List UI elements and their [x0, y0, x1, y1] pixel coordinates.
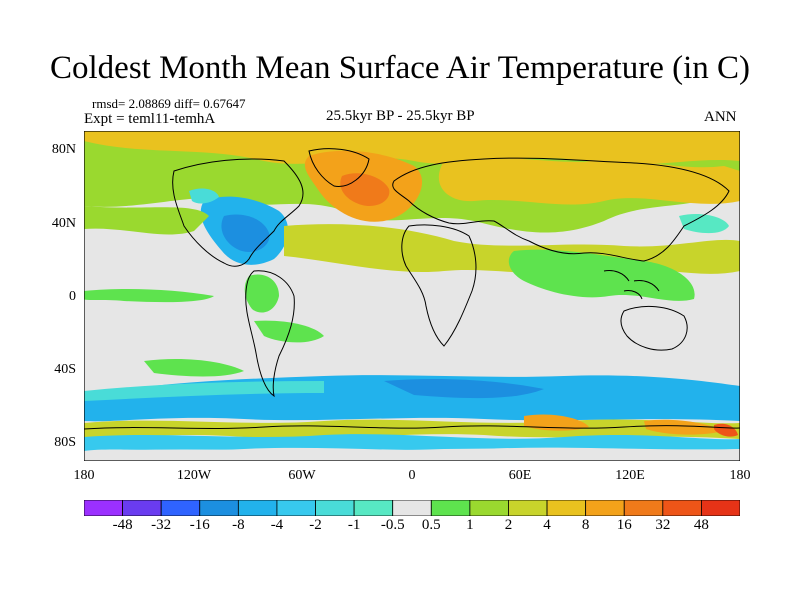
southern-ocean-mild-belt — [84, 381, 324, 401]
lat-label-40s: 40S — [54, 362, 76, 377]
colorbar-label-2: -16 — [189, 517, 210, 533]
season-label: ANN — [704, 109, 737, 125]
antarctic-hot-spot — [714, 423, 738, 437]
colorbar-label-5: -2 — [309, 517, 322, 533]
period-label: 25.5kyr BP - 25.5kyr BP — [326, 108, 475, 124]
lon-label-0: 0 — [408, 468, 416, 483]
southern-atlantic-patch — [144, 359, 244, 377]
north-america-cold-core — [221, 214, 270, 252]
temperature-map — [84, 131, 740, 461]
northern-midlat-belt — [84, 206, 209, 235]
antarctic-cold-band — [84, 434, 740, 451]
colorbar-box-16 — [701, 500, 740, 516]
lat-label-0: 0 — [69, 289, 76, 304]
coastline-africa — [401, 224, 477, 347]
colorbar-label-8: 0.5 — [421, 517, 441, 533]
southern-ocean-cold-core — [384, 378, 544, 399]
experiment-label: Expt = teml11-temhA — [84, 111, 216, 127]
north-america-mild-fringe — [189, 188, 219, 204]
colorbar-label-0: -48 — [112, 517, 133, 533]
lon-label-180w: 180 — [73, 468, 95, 483]
colorbar — [84, 500, 740, 516]
west-pacific-cold-patch — [679, 214, 729, 234]
lon-label-180e: 180 — [729, 468, 751, 483]
south-pacific-green-patch — [84, 288, 214, 303]
colorbar-label-3: -8 — [232, 517, 245, 533]
colorbar-box-12 — [546, 500, 587, 516]
coastline-antarctica — [84, 425, 740, 430]
colorbar-label-10: 2 — [504, 517, 513, 533]
antarctic-interior — [84, 448, 740, 461]
coastline-southeast-asia — [603, 270, 660, 300]
stats-text: rmsd= 2.08869 diff= 0.67647 — [92, 96, 246, 111]
colorbar-label-13: 16 — [616, 517, 632, 533]
south-america-green-patch — [244, 274, 279, 313]
colorbar-box-13 — [585, 500, 625, 516]
coastline-eurasia — [392, 157, 730, 262]
coastlines — [84, 148, 740, 430]
map-title: Coldest Month Mean Surface Air Temperatu… — [50, 50, 750, 86]
colorbar-box-9 — [430, 500, 471, 516]
colorbar-label-6: -1 — [347, 517, 361, 533]
colorbar-box-7 — [353, 500, 394, 516]
lon-label-60w: 60W — [288, 468, 316, 483]
coastline-greenland — [308, 148, 370, 187]
colorbar-label-1: -32 — [151, 517, 172, 533]
colorbar-label-11: 4 — [543, 517, 551, 533]
colorbar-box-5 — [276, 500, 316, 516]
colorbar-box-1 — [122, 500, 162, 516]
coastline-australia — [620, 306, 688, 351]
colorbar-box-6 — [315, 500, 355, 516]
colorbar-box-14 — [623, 500, 664, 516]
coastline-south-america — [245, 270, 295, 398]
colorbar-label-12: 8 — [581, 517, 590, 533]
lat-label-80s: 80S — [54, 435, 76, 450]
lon-label-60e: 60E — [508, 468, 532, 483]
arctic-warm-band — [84, 131, 740, 165]
lon-label-120w: 120W — [176, 468, 212, 483]
colorbar-box-11 — [508, 500, 548, 516]
colorbar-box-4 — [237, 500, 278, 516]
colorbar-label-7: -0.5 — [380, 517, 405, 533]
eurasia-warm-region — [438, 157, 740, 205]
colorbar-label-15: 48 — [693, 517, 709, 533]
colorbar-label-14: 32 — [655, 517, 671, 533]
lat-label-80n: 80N — [51, 142, 76, 157]
asia-green-region — [508, 249, 695, 301]
lat-label-40n: 40N — [51, 216, 76, 231]
colorbar-label-9: 1 — [466, 517, 474, 533]
coastline-north-america — [172, 158, 304, 267]
colorbar-box-0 — [84, 500, 123, 516]
antarctic-warm-spots — [524, 414, 724, 435]
colorbar-box-3 — [199, 500, 239, 516]
colorbar-box-8 — [392, 500, 432, 516]
lon-label-120e: 120E — [615, 468, 645, 483]
colorbar-box-10 — [469, 500, 509, 516]
greenland-hot-spot — [340, 173, 390, 207]
colorbar-box-2 — [160, 500, 201, 516]
colorbar-box-15 — [662, 500, 702, 516]
colorbar-label-4: -4 — [270, 517, 284, 533]
